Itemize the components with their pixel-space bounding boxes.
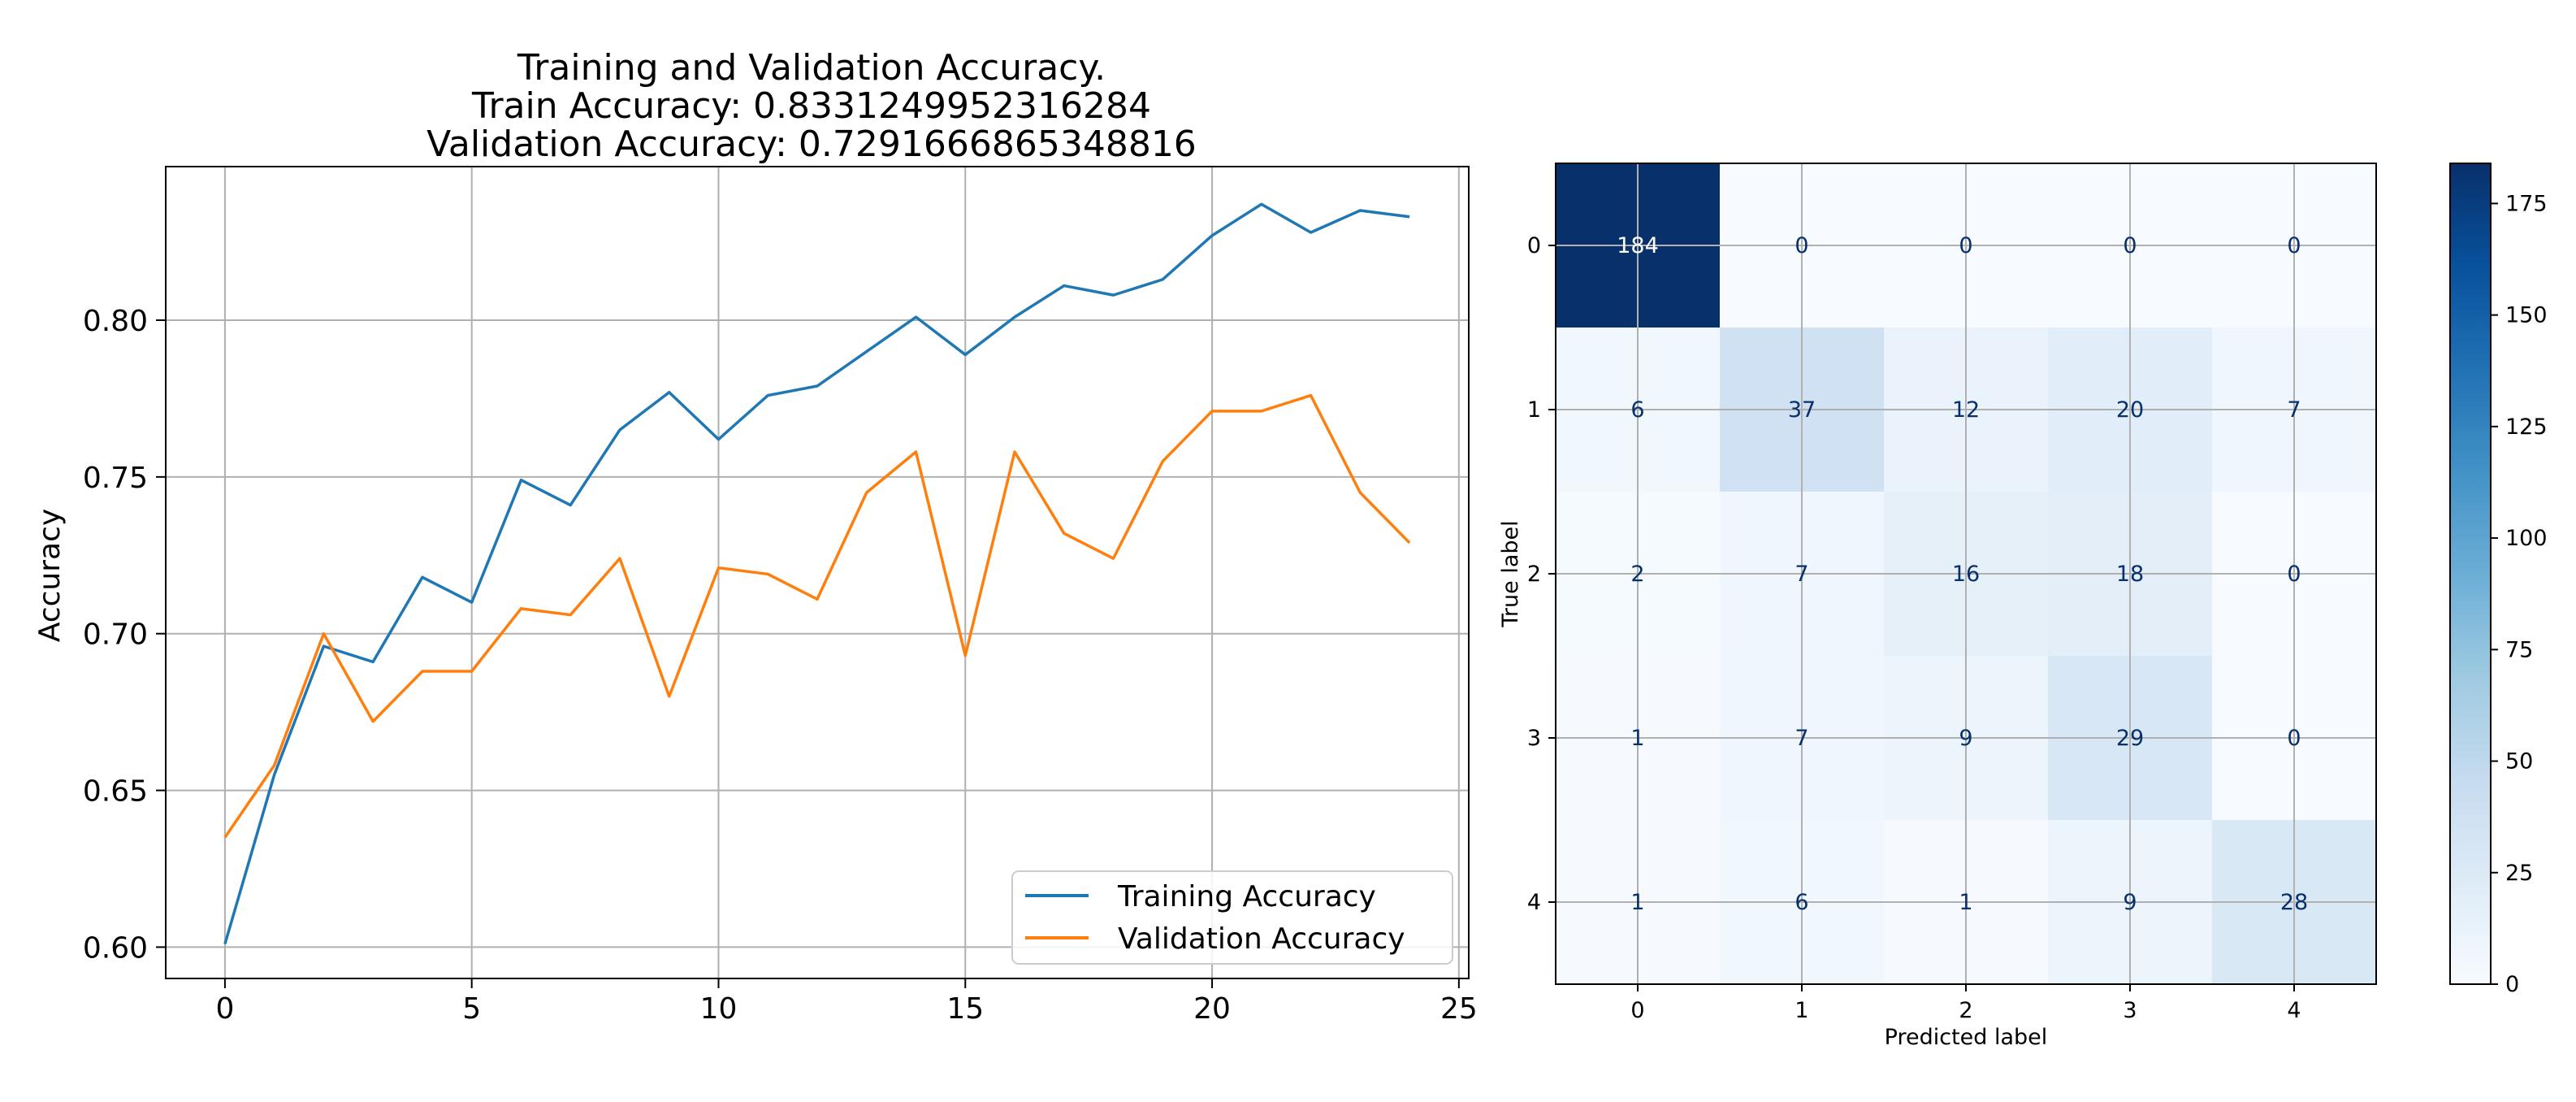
y-tick-label: 0.80 — [83, 305, 148, 338]
training-accuracy-line — [223, 202, 1410, 945]
chart-title-line-1: Training and Validation Accuracy. — [517, 47, 1106, 89]
matrix-cell-value: 29 — [2116, 726, 2144, 751]
matrix-cell-value: 0 — [2287, 233, 2301, 258]
y-tick-label: 0.70 — [83, 618, 148, 652]
confusion-matrix-frame — [1555, 163, 2377, 985]
colorbar-tick-label: 50 — [2505, 749, 2533, 774]
chart-title-line-3: Validation Accuracy: 0.7291666865348816 — [426, 124, 1197, 165]
matrix-cell-value: 0 — [1959, 233, 1972, 258]
colorbar: 0 25 50 75 100 125 150 175 — [2449, 163, 2548, 997]
legend-box — [1011, 870, 1453, 965]
matrix-cell-value: 20 — [2116, 397, 2144, 423]
predicted-label-tick: 3 — [2123, 998, 2137, 1023]
true-label-tick: 0 — [1527, 233, 1541, 258]
y-axis-label: Accuracy — [33, 509, 67, 642]
y-tick-label: 0.75 — [83, 462, 148, 495]
x-axis-label-predicted: Predicted label — [1885, 1025, 2048, 1050]
matrix-cell-value: 16 — [1952, 562, 1980, 587]
matrix-cell-value: 0 — [1795, 233, 1808, 258]
x-tick-label: 10 — [700, 992, 738, 1026]
matrix-cell-value: 37 — [1788, 397, 1816, 423]
confusion-matrix-grid — [1556, 163, 2376, 984]
matrix-cell-value: 7 — [2287, 397, 2301, 423]
matrix-cell-value: 0 — [2287, 562, 2301, 587]
line-chart-series — [223, 202, 1411, 945]
colorbar-tick-label: 0 — [2505, 972, 2519, 997]
matrix-cell-value: 1 — [1959, 890, 1972, 915]
colorbar-tick-label: 175 — [2505, 191, 2548, 216]
x-tick-label: 25 — [1440, 992, 1478, 1026]
x-tick-label: 5 — [462, 992, 481, 1026]
line-chart-ticks: 0 5 10 15 20 25 0.60 0.65 0.70 0.75 0.80 — [83, 305, 1478, 1026]
predicted-label-tick: 4 — [2287, 998, 2301, 1023]
true-label-tick: 3 — [1527, 726, 1541, 751]
accuracy-line-chart: Training and Validation Accuracy. Train … — [33, 47, 1478, 1026]
matrix-cell-value: 12 — [1952, 397, 1980, 423]
true-label-tick: 1 — [1527, 397, 1541, 423]
matrix-cell-value: 28 — [2280, 890, 2308, 915]
predicted-label-tick: 2 — [1959, 998, 1972, 1023]
chart-title-line-2: Train Accuracy: 0.8331249952316284 — [471, 85, 1151, 127]
matrix-cell-value: 6 — [1630, 397, 1644, 423]
colorbar-tick-label: 25 — [2505, 861, 2533, 886]
matrix-cell-value: 6 — [1795, 890, 1808, 915]
matrix-cell-value: 7 — [1795, 562, 1808, 587]
matrix-cell-value: 2 — [1630, 562, 1644, 587]
line-chart-axes-frame — [165, 166, 1470, 979]
confusion-matrix: 184 0 0 0 06 37 12 20 72 7 16 18 01 7 9 29 01 6 1 9 28 00112… — [1498, 163, 2377, 1050]
matrix-cell-value: 0 — [2123, 233, 2137, 258]
colorbar-ticks: 0 25 50 75 100 125 150 175 — [2491, 191, 2548, 997]
x-tick-label: 0 — [215, 992, 234, 1026]
matrix-cell-value: 9 — [2123, 890, 2137, 915]
colorbar-tick-label: 125 — [2505, 414, 2548, 440]
true-label-tick: 2 — [1527, 562, 1541, 587]
matrix-cell-value: 9 — [1959, 726, 1972, 751]
confusion-matrix-values: 184 0 0 0 06 37 12 20 72 7 16 18 01 7 9 29 01 6 1 9 28 — [1617, 233, 2308, 915]
predicted-label-tick: 1 — [1795, 998, 1808, 1023]
true-label-tick: 4 — [1527, 890, 1541, 915]
y-axis-label-true: True label — [1498, 520, 1523, 627]
matrix-cell-value: 1 — [1630, 890, 1644, 915]
colorbar-tick-label: 150 — [2505, 303, 2548, 328]
x-tick-label: 20 — [1193, 992, 1231, 1026]
validation-accuracy-line — [223, 393, 1411, 839]
matrix-cell-value: 18 — [2116, 562, 2144, 587]
line-chart-grid — [166, 167, 1469, 978]
x-tick-label: 15 — [946, 992, 984, 1026]
colorbar-gradient — [2449, 163, 2492, 985]
matrix-cell-value: 1 — [1630, 726, 1644, 751]
predicted-label-tick: 0 — [1630, 998, 1644, 1023]
legend-label-validation: Validation Accuracy — [1118, 922, 1405, 956]
matrix-cell-value: 7 — [1795, 726, 1808, 751]
legend: Training Accuracy Validation Accuracy — [1011, 870, 1453, 965]
y-tick-label: 0.60 — [83, 931, 148, 965]
matrix-cell-value: 0 — [2287, 726, 2301, 751]
colorbar-tick-label: 100 — [2505, 526, 2548, 551]
y-tick-label: 0.65 — [83, 775, 148, 809]
legend-label-training: Training Accuracy — [1117, 880, 1376, 913]
matrix-cell-value: 184 — [1617, 233, 1659, 258]
colorbar-tick-label: 75 — [2505, 637, 2533, 662]
